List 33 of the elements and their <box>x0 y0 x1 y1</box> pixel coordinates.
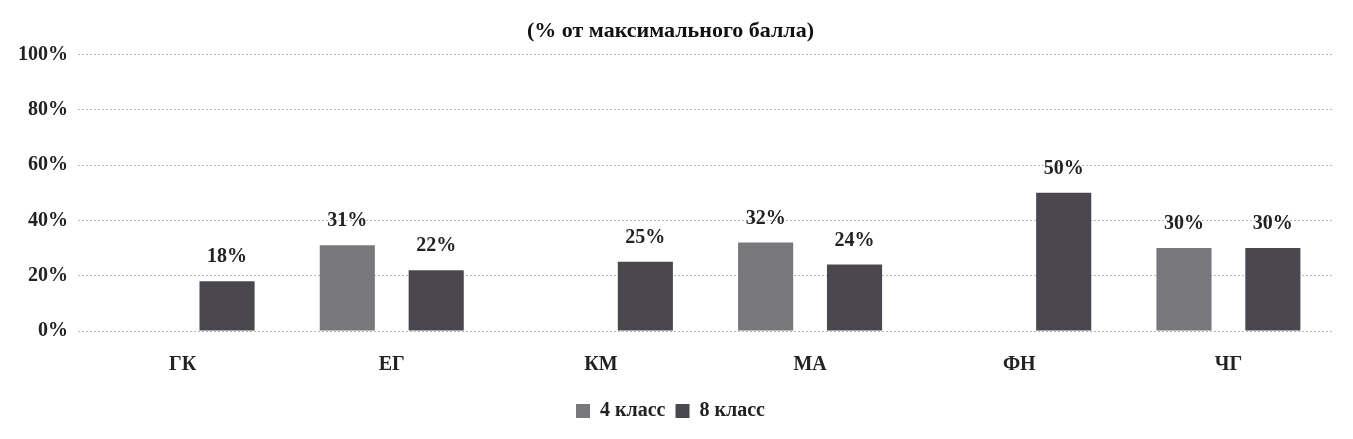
x-tick-label: ЧГ <box>1214 352 1243 375</box>
data-label: 30% <box>1163 211 1204 234</box>
bar <box>408 270 464 331</box>
data-label: 31% <box>327 208 368 231</box>
data-label: 50% <box>1043 155 1084 178</box>
data-label: 30% <box>1252 211 1293 234</box>
y-tick-label: 60% <box>28 152 68 175</box>
y-tick-label: 100% <box>18 41 68 64</box>
bar <box>199 281 255 331</box>
y-tick-label: 80% <box>28 96 68 119</box>
bar <box>1245 248 1301 331</box>
y-tick-label: 0% <box>38 318 68 341</box>
data-label: 22% <box>416 233 457 256</box>
x-tick-label: ЕГ <box>378 352 405 375</box>
data-label: 25% <box>625 225 666 248</box>
data-label: 24% <box>834 227 875 250</box>
x-tick-label: КМ <box>584 352 618 375</box>
x-tick-label: МА <box>793 352 828 375</box>
data-label: 32% <box>745 205 786 228</box>
bar <box>1036 192 1092 331</box>
x-tick-label: ГК <box>168 352 197 375</box>
legend-label: 4 класс <box>600 398 666 421</box>
bar <box>738 242 794 331</box>
bar <box>617 261 673 331</box>
y-tick-label: 20% <box>28 262 68 285</box>
bar <box>826 264 883 331</box>
chart-title: (% от максимального балла) <box>526 16 815 42</box>
y-tick-label: 40% <box>28 207 68 230</box>
legend-label: 8 класс <box>699 398 766 421</box>
bar <box>319 245 375 331</box>
x-tick-label: ФН <box>1002 352 1037 375</box>
data-label: 18% <box>207 244 248 267</box>
bar <box>1156 248 1212 331</box>
